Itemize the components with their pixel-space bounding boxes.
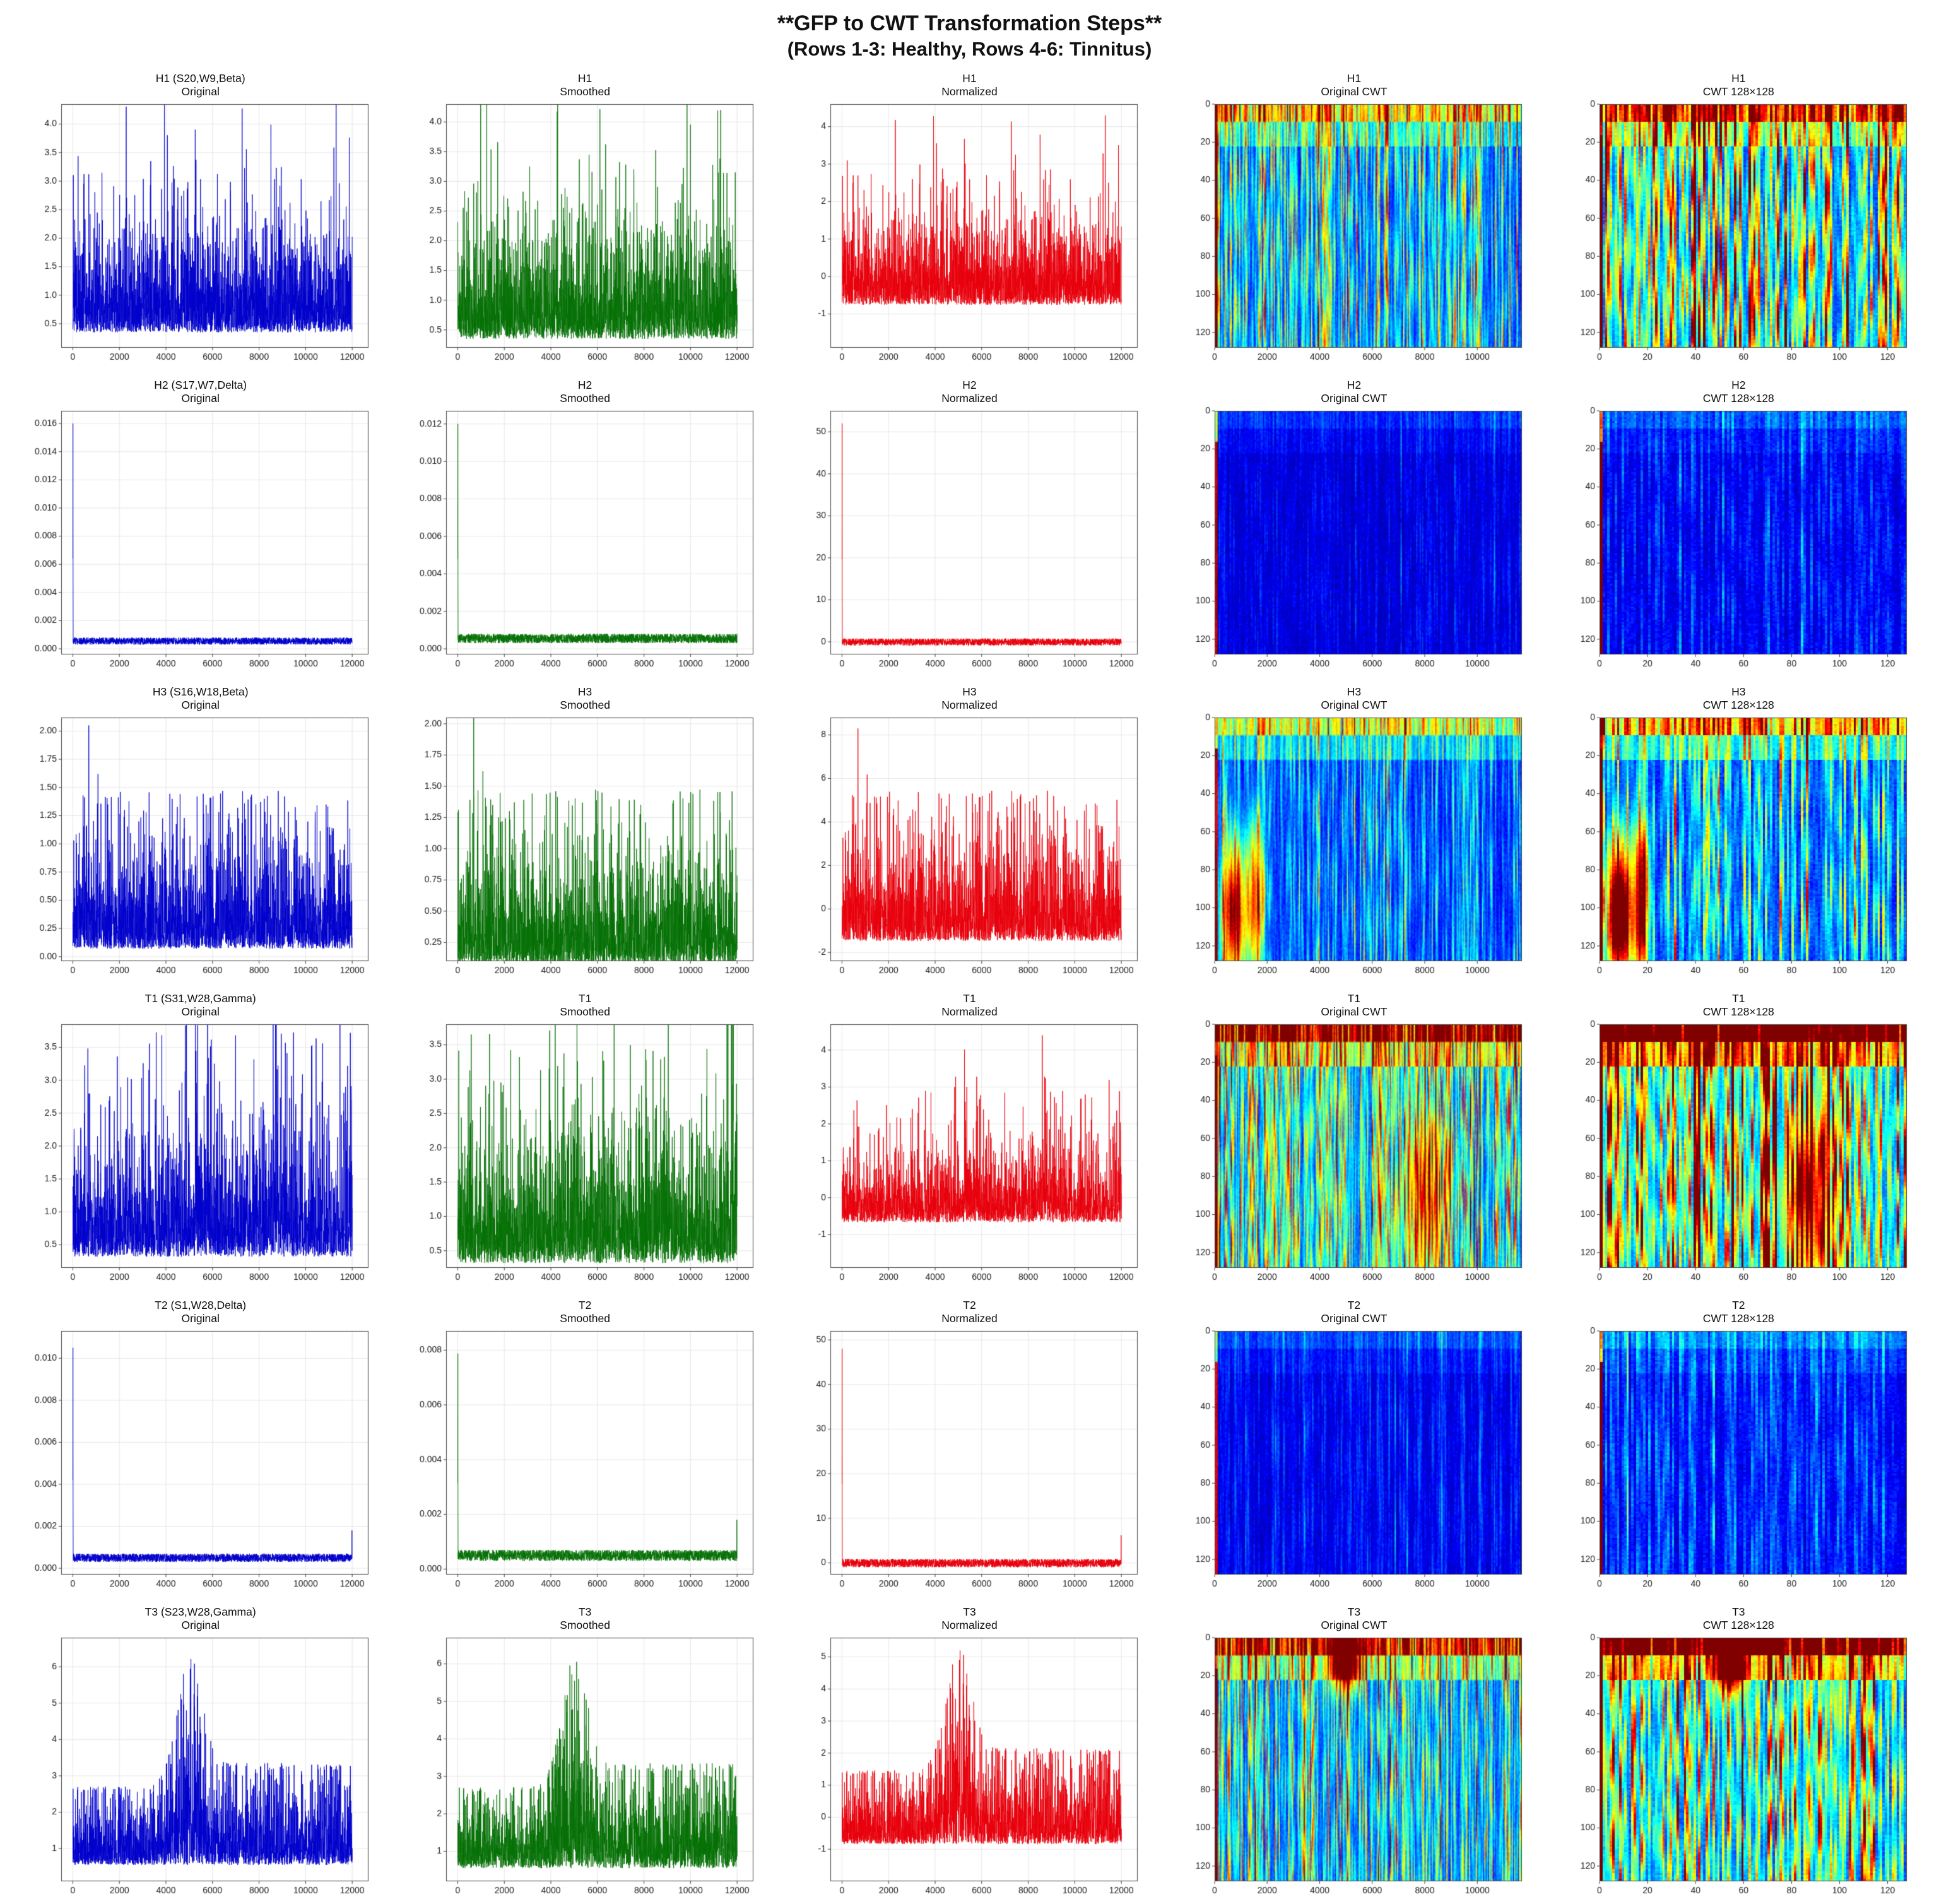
- subplot-canvas-T1-smoothed: [400, 1019, 770, 1291]
- subplot-canvas-T2-original: [16, 1326, 386, 1598]
- subplot-title-H2-normalized: H2 Normalized: [941, 378, 998, 405]
- subplot-title-H2-cwt128: H2 CWT 128×128: [1702, 378, 1774, 405]
- subplot-title-H2-original: H2 (S17,W7,Delta) Original: [154, 378, 247, 405]
- subplot-canvas-H3-smoothed: [400, 713, 770, 985]
- subplot-canvas-H2-normalized: [784, 406, 1154, 678]
- subplot-canvas-H3-original: [16, 713, 386, 985]
- subplot-T2-smoothed: T2 Smoothed: [394, 1297, 775, 1598]
- subplot-canvas-T3-original_cwt: [1169, 1633, 1539, 1904]
- subplot-canvas-T3-normalized: [784, 1633, 1154, 1904]
- subplot-canvas-H3-cwt128: [1553, 713, 1923, 985]
- subplot-T2-original_cwt: T2 Original CWT: [1164, 1297, 1544, 1598]
- subplot-T1-normalized: T1 Normalized: [779, 990, 1160, 1291]
- subplot-H2-original: H2 (S17,W7,Delta) Original: [10, 377, 391, 678]
- subplot-title-H3-cwt128: H3 CWT 128×128: [1702, 685, 1774, 712]
- subplot-H1-normalized: H1 Normalized: [779, 70, 1160, 371]
- subplot-T2-original: T2 (S1,W28,Delta) Original: [10, 1297, 391, 1598]
- subplot-H3-smoothed: H3 Smoothed: [394, 683, 775, 985]
- subplot-H1-original_cwt: H1 Original CWT: [1164, 70, 1544, 371]
- panel-grid: H1 (S20,W9,Beta) Original H1 Smoothed H1 Norm…: [0, 61, 1939, 1904]
- subplot-canvas-T3-smoothed: [400, 1633, 770, 1904]
- figure-title: **GFP to CWT Transformation Steps**: [777, 11, 1162, 35]
- subplot-H3-original: H3 (S16,W18,Beta) Original: [10, 683, 391, 985]
- subplot-T3-original: T3 (S23,W28,Gamma) Original: [10, 1604, 391, 1904]
- subplot-canvas-T1-original_cwt: [1169, 1019, 1539, 1291]
- subplot-canvas-T2-original_cwt: [1169, 1326, 1539, 1598]
- subplot-T2-normalized: T2 Normalized: [779, 1297, 1160, 1598]
- subplot-title-T1-smoothed: T1 Smoothed: [560, 991, 610, 1019]
- subplot-H2-original_cwt: H2 Original CWT: [1164, 377, 1544, 678]
- subplot-canvas-H2-smoothed: [400, 406, 770, 678]
- subplot-title-T1-normalized: T1 Normalized: [941, 991, 998, 1019]
- subplot-title-T2-smoothed: T2 Smoothed: [560, 1298, 610, 1325]
- subplot-canvas-H1-original: [16, 99, 386, 371]
- subplot-T1-original: T1 (S31,W28,Gamma) Original: [10, 990, 391, 1291]
- subplot-T1-cwt128: T1 CWT 128×128: [1548, 990, 1929, 1291]
- subplot-H2-smoothed: H2 Smoothed: [394, 377, 775, 678]
- subplot-title-T2-original: T2 (S1,W28,Delta) Original: [155, 1298, 247, 1325]
- subplot-title-T1-original_cwt: T1 Original CWT: [1321, 991, 1388, 1019]
- subplot-H2-cwt128: H2 CWT 128×128: [1548, 377, 1929, 678]
- figure-subtitle: (Rows 1-3: Healthy, Rows 4-6: Tinnitus): [787, 37, 1152, 60]
- subplot-canvas-T1-original: [16, 1019, 386, 1291]
- subplot-title-H3-original_cwt: H3 Original CWT: [1321, 685, 1388, 712]
- subplot-title-H2-smoothed: H2 Smoothed: [560, 378, 610, 405]
- subplot-H1-smoothed: H1 Smoothed: [394, 70, 775, 371]
- subplot-title-T3-normalized: T3 Normalized: [941, 1605, 998, 1632]
- subplot-canvas-H1-cwt128: [1553, 99, 1923, 371]
- subplot-T2-cwt128: T2 CWT 128×128: [1548, 1297, 1929, 1598]
- figure-header: **GFP to CWT Transformation Steps** (Row…: [0, 0, 1939, 61]
- subplot-title-H1-original: H1 (S20,W9,Beta) Original: [155, 71, 245, 98]
- subplot-T1-smoothed: T1 Smoothed: [394, 990, 775, 1291]
- subplot-title-T1-original: T1 (S31,W28,Gamma) Original: [144, 991, 256, 1019]
- subplot-title-H1-normalized: H1 Normalized: [941, 71, 998, 98]
- subplot-H3-cwt128: H3 CWT 128×128: [1548, 683, 1929, 985]
- subplot-T3-original_cwt: T3 Original CWT: [1164, 1604, 1544, 1904]
- subplot-title-T2-cwt128: T2 CWT 128×128: [1702, 1298, 1774, 1325]
- subplot-T3-smoothed: T3 Smoothed: [394, 1604, 775, 1904]
- subplot-H3-original_cwt: H3 Original CWT: [1164, 683, 1544, 985]
- subplot-title-T2-normalized: T2 Normalized: [941, 1298, 998, 1325]
- subplot-title-T1-cwt128: T1 CWT 128×128: [1702, 991, 1774, 1019]
- subplot-canvas-T2-cwt128: [1553, 1326, 1923, 1598]
- subplot-H3-normalized: H3 Normalized: [779, 683, 1160, 985]
- subplot-title-T3-smoothed: T3 Smoothed: [560, 1605, 610, 1632]
- subplot-title-H3-smoothed: H3 Smoothed: [560, 685, 610, 712]
- subplot-H1-cwt128: H1 CWT 128×128: [1548, 70, 1929, 371]
- subplot-title-H3-original: H3 (S16,W18,Beta) Original: [152, 685, 249, 712]
- subplot-T3-cwt128: T3 CWT 128×128: [1548, 1604, 1929, 1904]
- subplot-title-H1-original_cwt: H1 Original CWT: [1321, 71, 1388, 98]
- subplot-title-T3-original: T3 (S23,W28,Gamma) Original: [144, 1605, 256, 1632]
- subplot-H2-normalized: H2 Normalized: [779, 377, 1160, 678]
- subplot-title-H3-normalized: H3 Normalized: [941, 685, 998, 712]
- subplot-title-H1-cwt128: H1 CWT 128×128: [1702, 71, 1774, 98]
- subplot-T3-normalized: T3 Normalized: [779, 1604, 1160, 1904]
- subplot-canvas-T1-cwt128: [1553, 1019, 1923, 1291]
- subplot-canvas-T2-normalized: [784, 1326, 1154, 1598]
- subplot-canvas-H2-original: [16, 406, 386, 678]
- subplot-canvas-H1-original_cwt: [1169, 99, 1539, 371]
- subplot-H1-original: H1 (S20,W9,Beta) Original: [10, 70, 391, 371]
- subplot-title-H1-smoothed: H1 Smoothed: [560, 71, 610, 98]
- subplot-title-T3-original_cwt: T3 Original CWT: [1321, 1605, 1388, 1632]
- subplot-title-H2-original_cwt: H2 Original CWT: [1321, 378, 1388, 405]
- subplot-canvas-T1-normalized: [784, 1019, 1154, 1291]
- subplot-canvas-H2-cwt128: [1553, 406, 1923, 678]
- subplot-canvas-T3-original: [16, 1633, 386, 1904]
- subplot-title-T3-cwt128: T3 CWT 128×128: [1702, 1605, 1774, 1632]
- subplot-canvas-H3-original_cwt: [1169, 713, 1539, 985]
- subplot-canvas-H3-normalized: [784, 713, 1154, 985]
- subplot-canvas-H2-original_cwt: [1169, 406, 1539, 678]
- subplot-canvas-H1-smoothed: [400, 99, 770, 371]
- subplot-canvas-T3-cwt128: [1553, 1633, 1923, 1904]
- subplot-title-T2-original_cwt: T2 Original CWT: [1321, 1298, 1388, 1325]
- subplot-canvas-T2-smoothed: [400, 1326, 770, 1598]
- subplot-T1-original_cwt: T1 Original CWT: [1164, 990, 1544, 1291]
- subplot-canvas-H1-normalized: [784, 99, 1154, 371]
